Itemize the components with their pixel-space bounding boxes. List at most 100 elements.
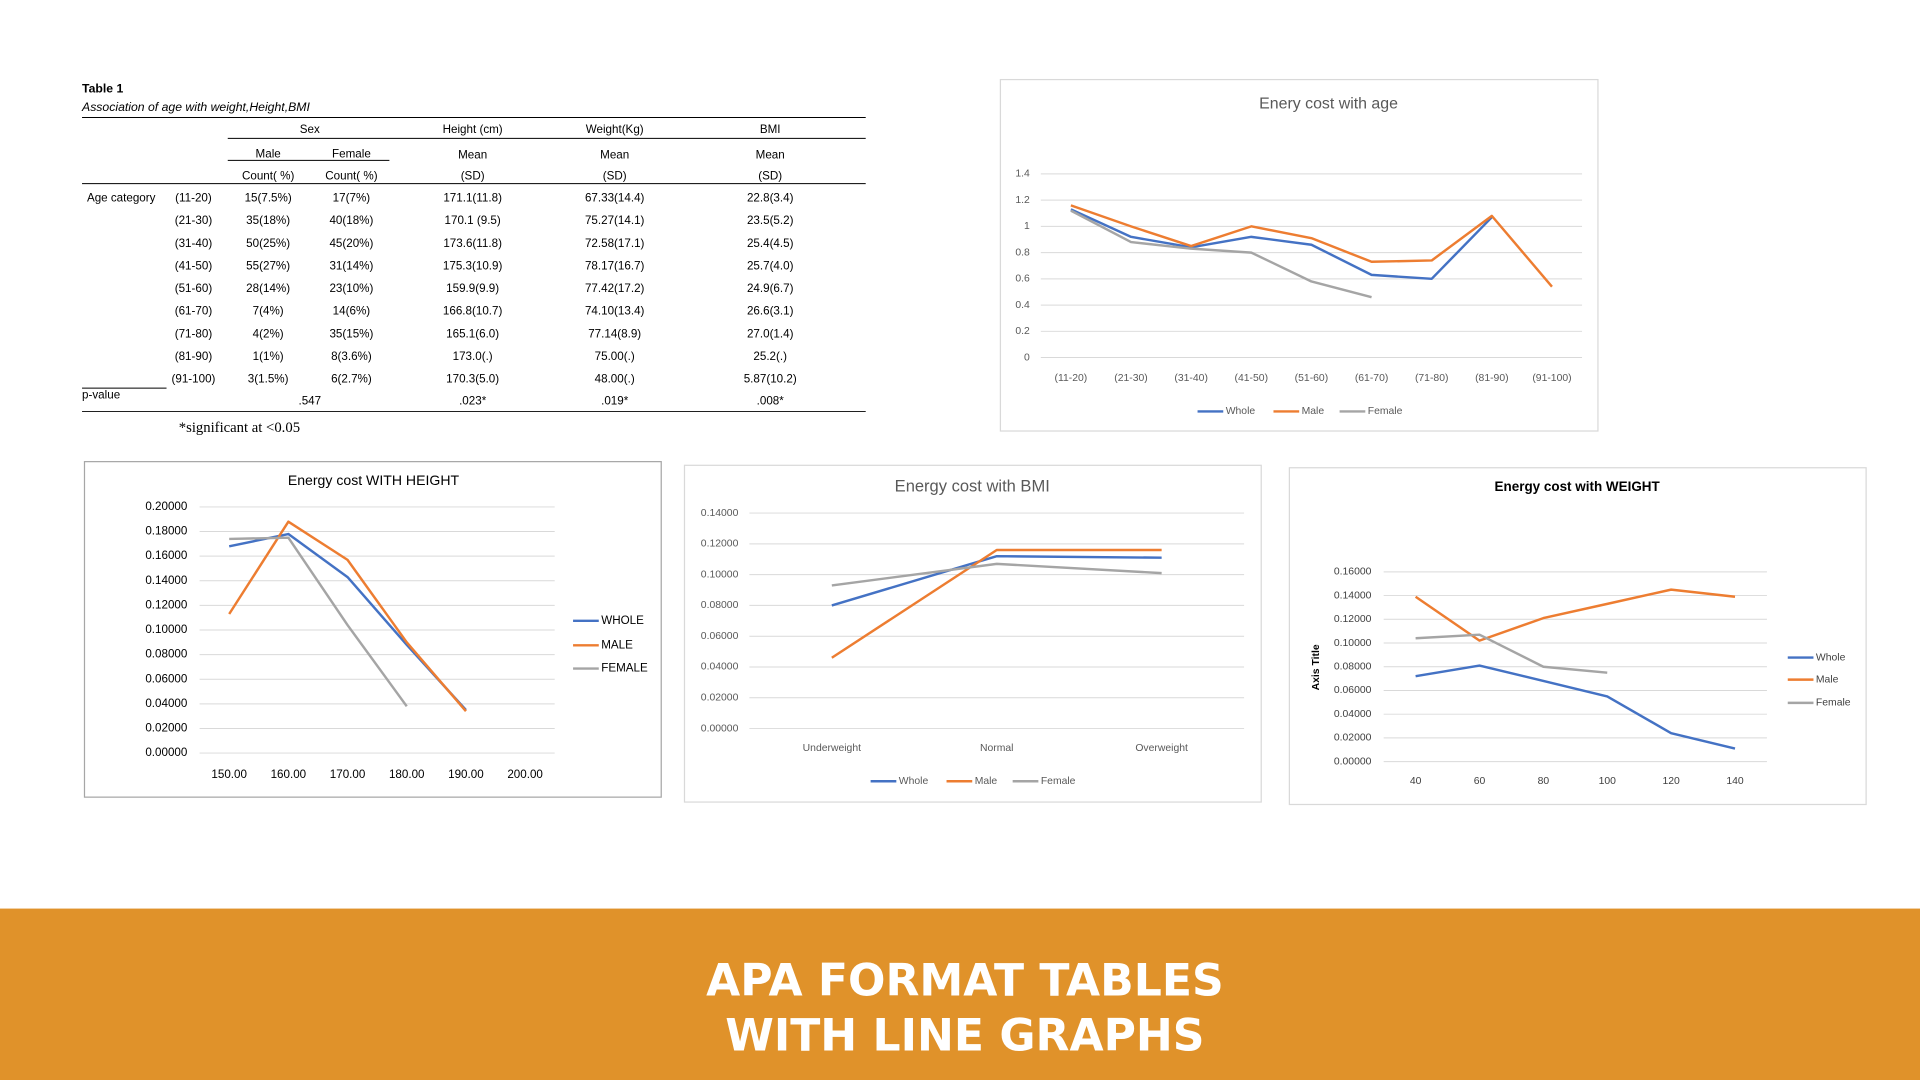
x-tick-label: 140 <box>1726 776 1744 787</box>
table-cell: (51-60) <box>175 282 213 295</box>
table-cell: 171.1(11.8) <box>443 191 502 204</box>
table-cell: 23.5(5.2) <box>747 214 794 227</box>
y-tick-label: 1 <box>1024 221 1030 232</box>
y-tick-label: 0.04000 <box>701 662 739 673</box>
series-line <box>1070 209 1372 299</box>
x-tick-label: 120 <box>1662 776 1680 787</box>
y-tick-label: 0.12000 <box>1334 614 1372 625</box>
table-cell: 45(20%) <box>329 237 373 250</box>
x-tick-label: (41-50) <box>1235 373 1269 384</box>
x-tick-label: 190.00 <box>448 768 484 781</box>
x-tick-label: 150.00 <box>211 768 247 781</box>
table-cell: 173.6(11.8) <box>443 237 502 250</box>
series-line <box>1070 204 1553 288</box>
table-caption: Association of age with weight,Height,BM… <box>81 100 310 114</box>
y-tick-label: 0.10000 <box>145 623 188 636</box>
legend-label: Female <box>1816 698 1851 709</box>
x-tick-label: 160.00 <box>271 768 307 781</box>
y-tick-label: 0.4 <box>1015 300 1030 311</box>
y-axis-title: Axis Title <box>1311 644 1322 690</box>
table-cell: 27.0(1.4) <box>747 327 794 340</box>
table-cell: 170.1 (9.5) <box>445 214 501 227</box>
legend-label: Whole <box>899 776 929 787</box>
table-cell: 78.17(16.7) <box>585 259 645 272</box>
table-cell: 31(14%) <box>329 259 373 272</box>
table-cell: 25.7(4.0) <box>747 259 794 272</box>
y-tick-label: 0.6 <box>1015 274 1030 285</box>
legend-label: MALE <box>601 638 633 651</box>
row-group-label: Age category <box>87 191 156 204</box>
table-cell: 67.33(14.4) <box>585 191 645 204</box>
y-tick-label: 0.06000 <box>145 672 188 685</box>
y-tick-label: 0.02000 <box>701 693 739 704</box>
x-tick-label: (21-30) <box>1114 373 1148 384</box>
x-tick-label: Underweight <box>803 743 861 754</box>
table-cell: (71-80) <box>175 327 213 340</box>
table-cell: 77.14(8.9) <box>588 327 641 340</box>
table-cell: 6(2.7%) <box>331 373 372 386</box>
x-tick-label: (91-100) <box>1532 373 1571 384</box>
column-header: (SD) <box>758 169 782 182</box>
y-tick-label: 0.04000 <box>145 697 188 710</box>
pvalue: .019* <box>601 395 629 408</box>
legend-label: Whole <box>1226 406 1256 417</box>
chart-title: Energy cost WITH HEIGHT <box>288 472 460 488</box>
pvalue: .008* <box>757 395 785 408</box>
legend-label: WHOLE <box>601 614 644 627</box>
table-cell: 50(25%) <box>246 237 290 250</box>
y-tick-label: 0.08000 <box>1334 661 1372 672</box>
table-cell: 165.1(6.0) <box>446 327 499 340</box>
column-header: Weight(Kg) <box>586 123 644 136</box>
table-cell: 23(10%) <box>329 282 373 295</box>
table-cell: 75.27(14.1) <box>585 214 645 227</box>
table-cell: 26.6(3.1) <box>747 305 794 318</box>
banner-title: APA FORMAT TABLES <box>706 955 1224 1006</box>
table-cell: 48.00(.) <box>595 373 635 386</box>
table-cell: 170.3(5.0) <box>446 373 499 386</box>
series-line <box>1415 633 1608 674</box>
table-cell: 1(1%) <box>253 350 284 363</box>
column-header: Mean <box>756 149 785 162</box>
table-cell: 77.42(17.2) <box>585 282 645 295</box>
table-cell: 24.9(6.7) <box>747 282 794 295</box>
chart-frame <box>1288 467 1867 806</box>
table-cell: 7(4%) <box>253 305 284 318</box>
x-tick-label: (11-20) <box>1055 373 1088 384</box>
series-line <box>831 548 1162 659</box>
legend-label: Male <box>1816 674 1839 685</box>
column-header: Mean <box>458 149 487 162</box>
x-tick-label: (81-90) <box>1475 373 1508 384</box>
y-tick-label: 0.16000 <box>1334 567 1372 578</box>
table-cell: (81-90) <box>175 350 213 363</box>
table-cell: 14(6%) <box>333 305 371 318</box>
x-tick-label: (61-70) <box>1355 373 1388 384</box>
table-cell: 28(14%) <box>246 282 290 295</box>
table-cell: 35(18%) <box>246 214 290 227</box>
y-tick-label: 0.12000 <box>145 598 188 611</box>
column-header: Height (cm) <box>443 123 503 136</box>
y-tick-label: 0.06000 <box>1334 685 1372 696</box>
table-cell: 175.3(10.9) <box>443 259 503 272</box>
x-tick-label: Overweight <box>1135 743 1188 754</box>
pvalue-label: p-value <box>82 389 120 402</box>
chart-frame <box>999 78 1599 432</box>
table-cell: 8(3.6%) <box>331 350 372 363</box>
x-tick-label: (71-80) <box>1415 373 1449 384</box>
column-header: Male <box>256 147 281 160</box>
column-header: BMI <box>760 123 781 136</box>
table-cell: (11-20) <box>175 191 212 204</box>
series-line <box>831 562 1162 587</box>
y-tick-label: 0.00000 <box>145 746 188 759</box>
pvalue: .547 <box>298 395 321 408</box>
banner-title: WITH LINE GRAPHS <box>725 1010 1204 1061</box>
table-cell: 74.10(13.4) <box>585 305 645 318</box>
table-cell: 25.2(.) <box>753 350 787 363</box>
table-cell: 5.87(10.2) <box>744 373 797 386</box>
y-tick-label: 0.10000 <box>701 569 739 580</box>
x-tick-label: 170.00 <box>330 768 366 781</box>
y-tick-label: 0.02000 <box>1334 733 1372 744</box>
table-cell: 35(15%) <box>329 327 373 340</box>
x-tick-label: (31-40) <box>1174 373 1208 384</box>
y-tick-label: 0.16000 <box>145 549 188 562</box>
y-tick-label: 0.20000 <box>145 500 188 513</box>
